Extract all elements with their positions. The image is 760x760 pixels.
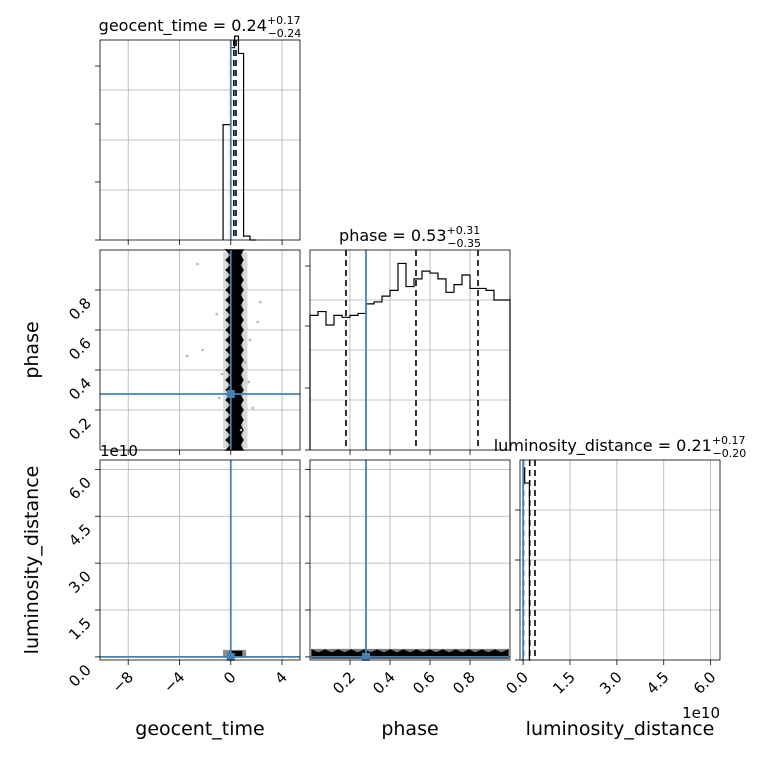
x-axis-label: luminosity_distance: [526, 718, 715, 740]
x-axis-label: phase: [381, 718, 438, 740]
panel-title-value: phase = 0.53: [339, 226, 446, 245]
panel-title-value: luminosity_distance = 0.21: [494, 436, 712, 456]
panel-title-value: geocent_time = 0.24: [99, 16, 267, 36]
scatter-point: [201, 348, 204, 352]
x-axis-label: geocent_time: [135, 718, 264, 740]
panel-title: geocent_time = 0.24+0.17 −0.24: [99, 14, 302, 40]
scatter-point: [220, 372, 224, 376]
x-offset-label: 1e10: [682, 704, 720, 722]
y-offset-label: 1e10: [100, 442, 138, 460]
scatter-point: [256, 320, 259, 324]
scatter-point: [258, 300, 262, 304]
y-axis-label: phase: [21, 321, 43, 378]
hist-phase: [309, 262, 511, 450]
scatter-point: [217, 396, 221, 400]
panel-frame: [309, 249, 511, 451]
panel-title-upper: +0.17: [712, 434, 746, 447]
scatter-point: [185, 354, 189, 358]
panel-frame: [99, 39, 301, 241]
panel-frame: [309, 459, 511, 661]
panel-frame: [99, 459, 301, 661]
scatter-point: [247, 380, 251, 384]
scatter-point: [196, 262, 199, 266]
marks-layer: [100, 35, 536, 661]
panel-frame: [99, 249, 301, 451]
truth-marker: [362, 652, 370, 661]
truth-marker: [226, 390, 235, 398]
scatter-point: [251, 406, 254, 410]
frames-layer: [95, 39, 721, 665]
panel-title-lower: −0.35: [447, 237, 481, 250]
contour-ridge: [311, 649, 509, 659]
panel-title-lower: −0.20: [713, 447, 747, 460]
panel-title: phase = 0.53+0.31 −0.35: [339, 224, 481, 250]
panel-title-upper: +0.17: [267, 14, 301, 27]
scatter-point: [243, 360, 247, 364]
scatter-point: [215, 312, 218, 316]
scatter-point: [248, 338, 252, 342]
density-core: [229, 650, 243, 657]
truth-marker: [226, 652, 235, 661]
panel-title-upper: +0.31: [447, 224, 481, 237]
y-axis-label: luminosity_distance: [21, 466, 43, 655]
scatter-point: [239, 428, 243, 432]
contour-ridge: [224, 249, 245, 451]
panel-title: luminosity_distance = 0.21+0.17 −0.20: [494, 434, 747, 460]
panel-title-lower: −0.24: [268, 27, 302, 40]
